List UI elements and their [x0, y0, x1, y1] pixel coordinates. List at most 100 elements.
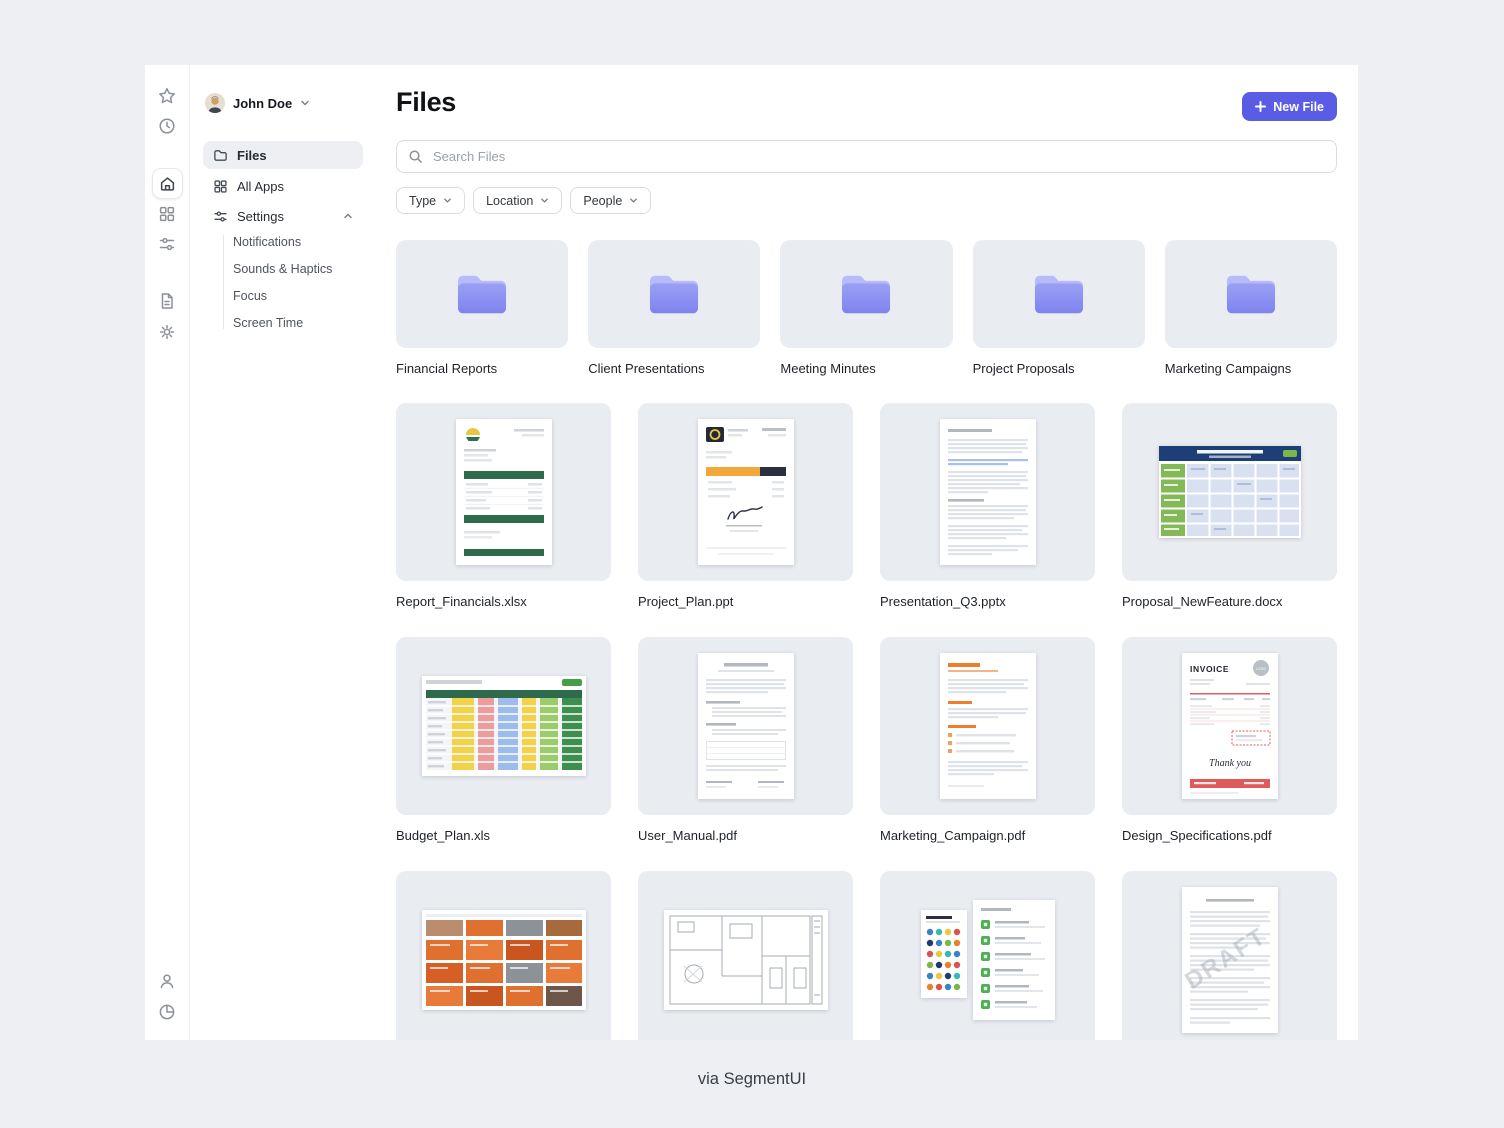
search-bar: [396, 140, 1337, 173]
thumbnail-matrix-table: [1158, 446, 1301, 538]
document-icon[interactable]: [158, 292, 176, 310]
file-report-financials[interactable]: [396, 403, 611, 581]
folder-name: Client Presentations: [588, 361, 705, 376]
sidebar-item-label: All Apps: [237, 178, 284, 194]
file-card-brand-guide[interactable]: [880, 871, 1095, 1040]
user-menu[interactable]: John Doe: [205, 93, 310, 113]
chevron-down-icon: [629, 196, 638, 205]
thumbnail-floor-plan: [663, 910, 828, 1010]
search-input[interactable]: [431, 148, 1325, 165]
thumbnail-keywords-colors: [920, 900, 1055, 1020]
file-cell: [396, 871, 611, 1040]
sidebar: John Doe Files All Apps Settings Notific…: [191, 65, 380, 1040]
chevron-up-icon: [343, 211, 353, 221]
file-cell: User_Manual.pdf: [638, 637, 853, 843]
avatar: [205, 93, 225, 113]
file-marketing-campaign[interactable]: [880, 637, 1095, 815]
sidebar-item-label: Settings: [237, 208, 284, 224]
file-card-slides[interactable]: [396, 871, 611, 1040]
file-project-plan[interactable]: [638, 403, 853, 581]
folder-icon: [1028, 269, 1090, 319]
thank-you-text: Thank you: [1209, 758, 1251, 769]
file-name: Design_Specifications.pdf: [1122, 828, 1272, 843]
file-name: Presentation_Q3.pptx: [880, 594, 1006, 609]
sidebar-item-settings[interactable]: Settings: [203, 202, 363, 230]
file-cell: Proposal_NewFeature.docx: [1122, 403, 1337, 609]
file-card-floor-plan[interactable]: [638, 871, 853, 1040]
filter-bar: Type Location People: [396, 187, 652, 214]
gear-icon[interactable]: [158, 323, 176, 341]
logo-text: LOGO: [1255, 667, 1266, 671]
thumbnail-form-document: [697, 653, 794, 799]
thumbnail-invoice-orange: [697, 419, 794, 565]
settings-tree-guide: [223, 235, 224, 329]
home-icon[interactable]: [152, 168, 183, 199]
folders-grid: Financial Reports Client Presentations M…: [396, 240, 1337, 376]
folder-icon: [643, 269, 705, 319]
folder-cell: Marketing Campaigns: [1164, 240, 1337, 376]
folder-name: Meeting Minutes: [780, 361, 876, 376]
star-icon[interactable]: [158, 87, 176, 105]
apps-grid-icon[interactable]: [158, 205, 176, 223]
sidebar-subitem-sounds-haptics[interactable]: Sounds & Haptics: [233, 262, 333, 276]
file-cell: Report_Financials.xlsx: [396, 403, 611, 609]
folder-meeting-minutes[interactable]: [780, 240, 953, 348]
folder-cell: Client Presentations: [588, 240, 761, 376]
folder-cell: Financial Reports: [396, 240, 569, 376]
file-name: Project_Plan.ppt: [638, 594, 734, 609]
file-name: Budget_Plan.xls: [396, 828, 490, 843]
files-grid: Report_Financials.xlsx: [396, 403, 1337, 1040]
sidebar-item-label: Files: [237, 147, 267, 163]
folder-name: Project Proposals: [972, 361, 1075, 376]
sliders-icon: [213, 209, 228, 224]
usage-pie-icon[interactable]: [158, 1003, 176, 1021]
search-icon: [408, 149, 423, 164]
file-cell: DRAFT: [1122, 871, 1337, 1040]
filter-label: Location: [486, 193, 534, 208]
thumbnail-spreadsheet-green: [455, 419, 552, 565]
chevron-down-icon: [443, 196, 452, 205]
thumbnail-slides-orange: [421, 910, 586, 1010]
user-name: John Doe: [233, 95, 293, 111]
file-user-manual[interactable]: [638, 637, 853, 815]
new-file-button[interactable]: New File: [1242, 92, 1337, 121]
history-icon[interactable]: [158, 117, 176, 135]
file-design-specifications[interactable]: INVOICE LOGO: [1122, 637, 1337, 815]
sidebar-item-files[interactable]: Files: [203, 141, 363, 169]
filters-sliders-icon[interactable]: [158, 235, 176, 253]
sidebar-subitem-screen-time[interactable]: Screen Time: [233, 316, 304, 330]
app-window: John Doe Files All Apps Settings Notific…: [145, 65, 1358, 1040]
folder-marketing-campaigns[interactable]: [1164, 240, 1337, 348]
file-cell: Budget_Plan.xls: [396, 637, 611, 843]
main-content: Files New File Type Location People: [396, 65, 1337, 1040]
thumbnail-invoice-red: INVOICE LOGO: [1181, 653, 1278, 799]
folder-icon: [1220, 269, 1282, 319]
folder-icon: [835, 269, 897, 319]
file-cell: Project_Plan.ppt: [638, 403, 853, 609]
thumbnail-text-document: [939, 419, 1036, 565]
file-proposal-newfeature[interactable]: [1122, 403, 1337, 581]
file-name: User_Manual.pdf: [638, 828, 737, 843]
sidebar-subitem-notifications[interactable]: Notifications: [233, 235, 302, 249]
file-budget-plan[interactable]: [396, 637, 611, 815]
filter-type[interactable]: Type: [396, 187, 466, 214]
plus-icon: [1255, 101, 1267, 112]
file-cell: Marketing_Campaign.pdf: [880, 637, 1095, 843]
folder-financial-reports[interactable]: [396, 240, 569, 348]
folder-client-presentations[interactable]: [588, 240, 761, 348]
page-title: Files: [396, 87, 457, 117]
account-icon[interactable]: [158, 972, 176, 990]
file-presentation-q3[interactable]: [880, 403, 1095, 581]
file-card-draft-doc[interactable]: DRAFT: [1122, 871, 1337, 1040]
apps-grid-icon: [213, 179, 228, 194]
filter-people[interactable]: People: [570, 187, 652, 214]
folder-icon: [451, 269, 513, 319]
invoice-text: INVOICE: [1190, 664, 1229, 674]
new-file-label: New File: [1273, 99, 1324, 114]
sidebar-item-all-apps[interactable]: All Apps: [203, 172, 363, 200]
filter-location[interactable]: Location: [473, 187, 563, 214]
folder-cell: Meeting Minutes: [780, 240, 953, 376]
folder-project-proposals[interactable]: [972, 240, 1145, 348]
sidebar-subitem-focus[interactable]: Focus: [233, 289, 268, 303]
file-cell: Presentation_Q3.pptx: [880, 403, 1095, 609]
